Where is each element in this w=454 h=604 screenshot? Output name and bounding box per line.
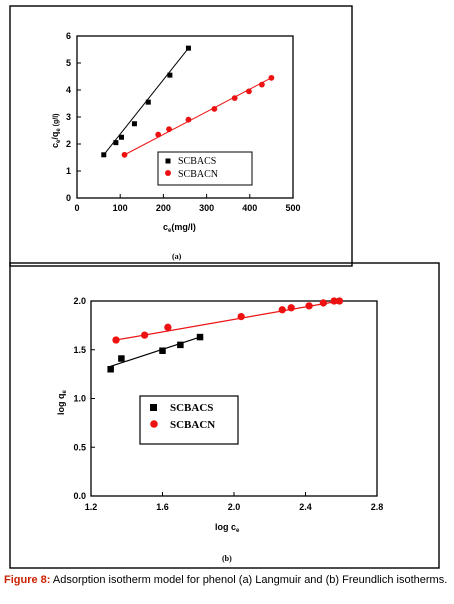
chart-a-ytick-label: 6 — [66, 31, 71, 41]
chart-a-xtick-label: 0 — [74, 203, 79, 213]
chart-b-point-scbacs — [196, 333, 204, 341]
chart-a-ytick-label: 3 — [66, 112, 71, 122]
chart-b-ytick-label: 2.0 — [73, 296, 86, 306]
chart-a: 0 100 200 300 400 500 0 1 2 3 4 5 6 — [66, 31, 301, 213]
chart-b-xtick-label: 2.8 — [371, 502, 384, 512]
chart-a-xtick-label: 200 — [156, 203, 171, 213]
chart-a-point-scbacn — [268, 74, 275, 81]
chart-b-point-scbacn — [164, 323, 172, 331]
chart-b-legend-label-scbacn: SCBACN — [170, 419, 215, 431]
chart-b-ytick-label: 0.0 — [73, 491, 86, 501]
chart-a-point-scbacn — [211, 106, 218, 112]
chart-a-xtick-label: 400 — [242, 203, 257, 213]
chart-a-point-scbacs — [145, 99, 151, 105]
panel-a-label: (a) — [172, 252, 182, 261]
chart-b-point-scbacn — [330, 297, 338, 305]
chart-b: 1.2 1.6 2.0 2.4 2.8 0.0 0.5 1.0 1.5 2.0 — [73, 296, 383, 512]
chart-a-point-scbacs — [185, 45, 191, 51]
chart-b-point-scbacn — [335, 297, 344, 305]
chart-a-point-scbacn — [121, 151, 128, 158]
chart-b-legend: SCBACS SCBACN — [139, 395, 239, 445]
chart-a-point-scbacn — [258, 81, 265, 88]
caption-text: Adsorption isotherm model for phenol (a)… — [50, 574, 448, 586]
chart-b-point-scbacn — [278, 306, 286, 314]
chart-a-ytick-label: 5 — [66, 58, 71, 68]
chart-b-fit-line-scbacs — [110, 336, 201, 367]
chart-b-xtick-label: 2.0 — [228, 502, 241, 512]
panel-b-frame — [9, 262, 440, 569]
chart-b-xtick-label: 1.2 — [85, 502, 98, 512]
chart-a-ytick-label: 4 — [66, 85, 71, 95]
chart-a-ylabel: ce/qe (g/l) — [50, 114, 62, 148]
chart-a-point-scbacs — [131, 121, 137, 127]
chart-b-xtick-label: 1.6 — [156, 502, 169, 512]
chart-a-point-scbacn — [155, 131, 162, 138]
chart-b-point-scbacs — [118, 355, 125, 362]
chart-a-ytick-label: 2 — [66, 139, 71, 149]
chart-a-xtick-label: 300 — [199, 203, 214, 213]
chart-b-point-scbacs — [177, 341, 184, 349]
chart-b-legend-marker-scbacs — [150, 404, 157, 411]
chart-b-point-scbacs — [107, 366, 114, 373]
chart-b-point-scbacn — [237, 312, 245, 321]
chart-a-legend-box — [157, 151, 253, 186]
chart-a-legend-marker-scbacs — [165, 158, 171, 164]
chart-b-ytick-label: 1.5 — [73, 345, 86, 355]
chart-b-ylabel: log qe — [56, 390, 68, 416]
chart-a-legend-label-scbacn: SCBACN — [178, 169, 218, 180]
figure-caption: Figure 8: Adsorption isotherm model for … — [4, 573, 450, 587]
chart-a-point-scbacn — [185, 116, 192, 123]
chart-a-point-scbacn — [166, 126, 172, 133]
chart-a-point-scbacn — [246, 88, 252, 95]
caption-label: Figure 8: — [4, 574, 51, 586]
chart-a-point-scbacs — [113, 140, 119, 146]
chart-b-point-scbacn — [319, 299, 328, 307]
chart-b-point-scbacs — [159, 347, 166, 354]
chart-b-xtick-label: 2.4 — [299, 502, 312, 512]
chart-b-legend-label-scbacs: SCBACS — [170, 402, 213, 414]
chart-a-xtick-label: 500 — [285, 203, 300, 213]
chart-a-xtick-label: 100 — [113, 203, 128, 213]
panel-b-label: (b) — [222, 554, 232, 563]
chart-a-legend-marker-scbacn — [165, 170, 171, 176]
chart-b-point-scbacn — [305, 302, 313, 310]
chart-b-ytick-label: 0.5 — [73, 442, 86, 452]
panel-a-frame — [9, 5, 353, 267]
chart-b-fit-line-scbacn — [115, 300, 340, 341]
chart-b-point-scbacn — [140, 331, 149, 339]
chart-a-point-scbacs — [118, 134, 124, 140]
chart-a-legend: SCBACS SCBACN — [157, 151, 253, 186]
chart-a-legend-label-scbacs: SCBACS — [178, 156, 216, 167]
chart-b-point-scbacn — [112, 336, 120, 344]
chart-b-point-scbacn — [287, 304, 295, 312]
chart-a-point-scbacs — [167, 72, 173, 78]
chart-b-xlabel: log ce — [215, 522, 240, 534]
chart-a-ytick-label: 1 — [66, 166, 71, 176]
chart-b-legend-marker-scbacn — [150, 420, 158, 428]
chart-a-point-scbacn — [231, 95, 238, 101]
chart-a-point-scbacs — [101, 152, 107, 158]
chart-b-ytick-label: 1.0 — [73, 394, 86, 404]
chart-a-ytick-label: 0 — [66, 193, 71, 203]
chart-a-xlabel: ce(mg/l) — [163, 222, 196, 234]
